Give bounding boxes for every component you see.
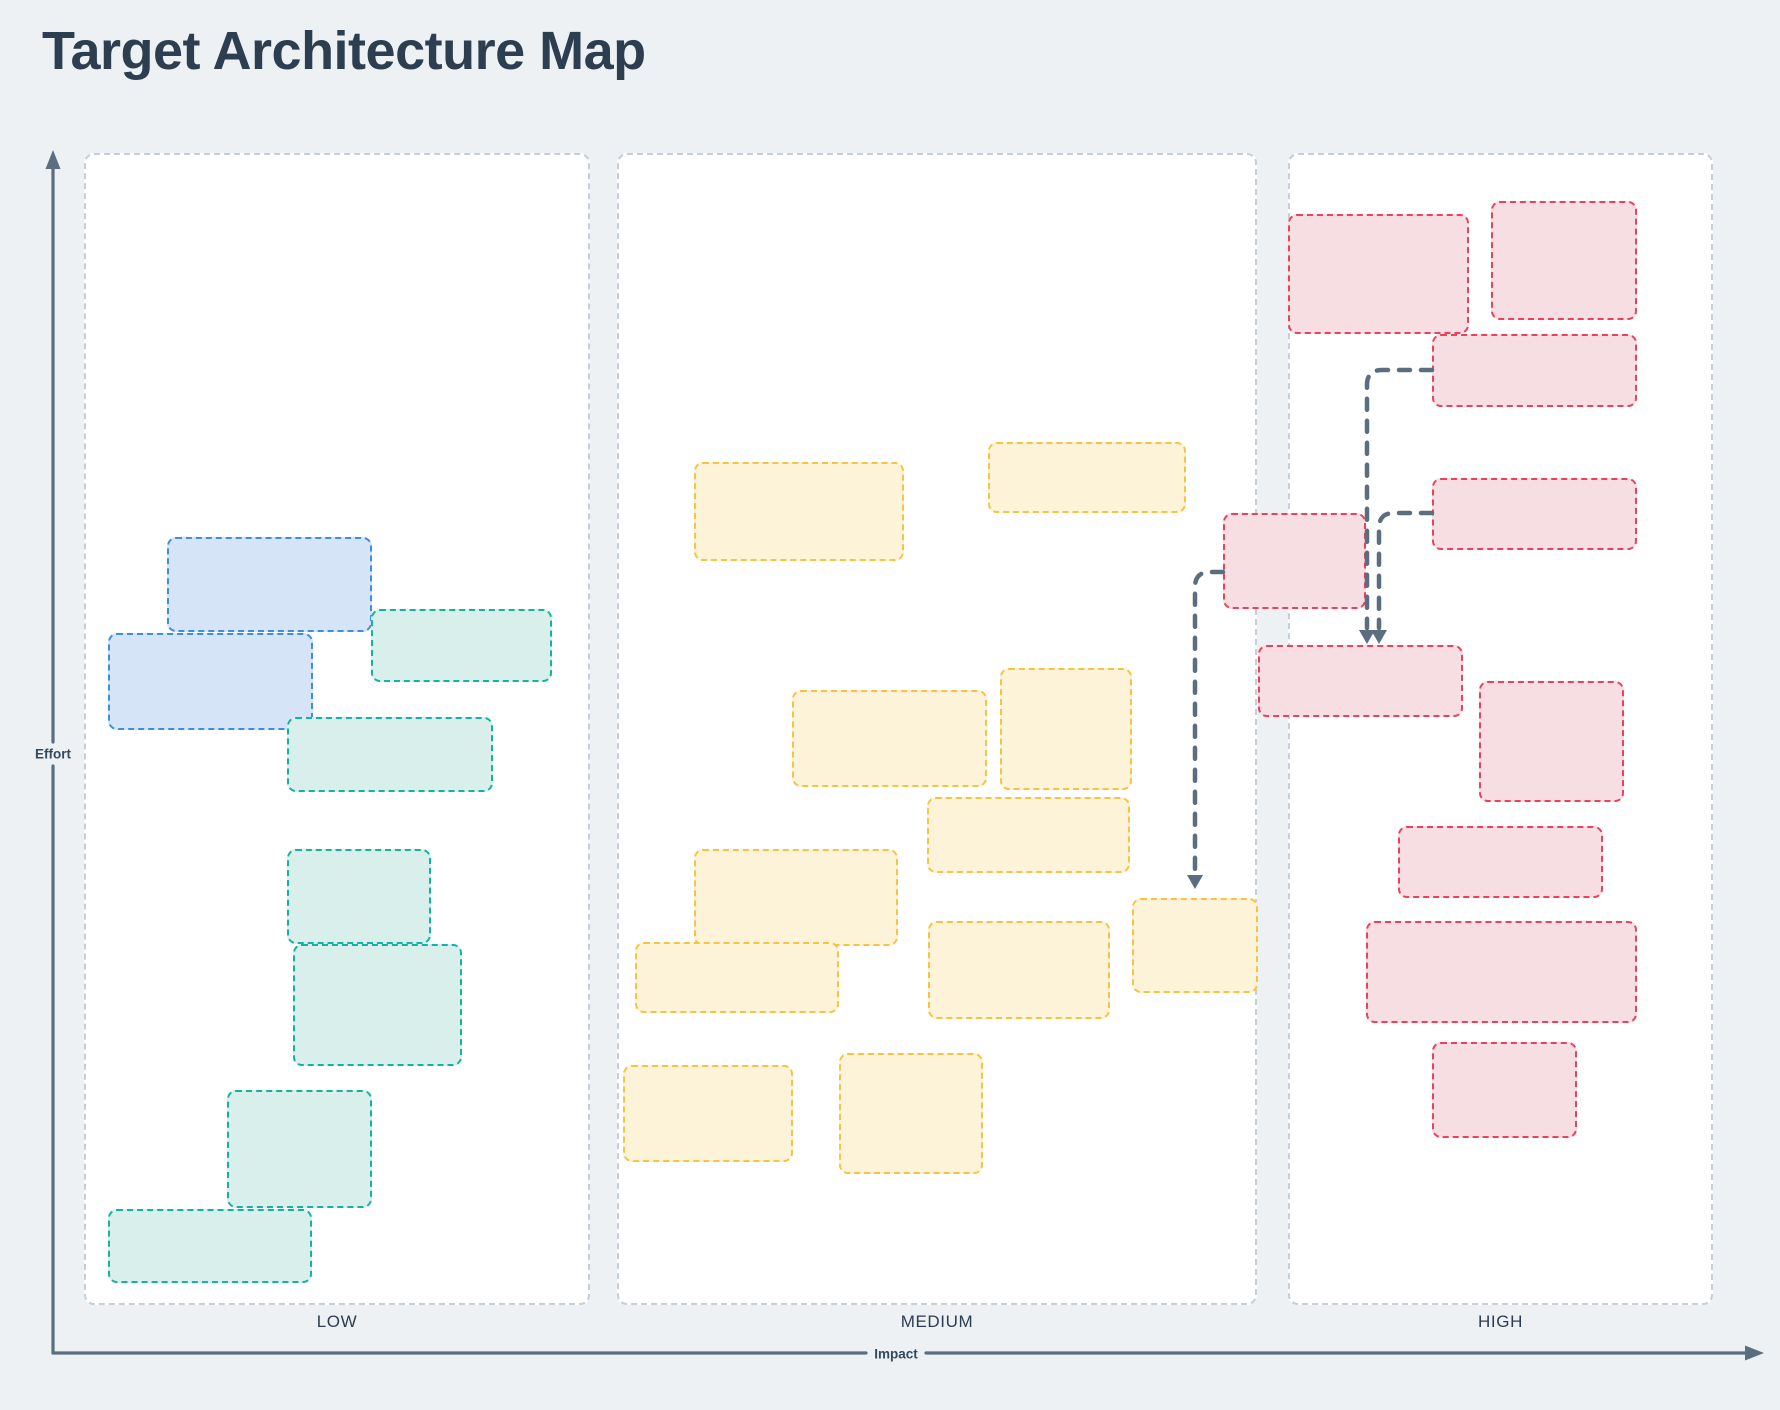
impact-axis-arrowhead-icon (1745, 1345, 1764, 1361)
card-yellow-7[interactable] (635, 942, 839, 1013)
card-pink-8[interactable] (1398, 826, 1603, 898)
card-teal-3[interactable] (287, 849, 431, 944)
card-teal-2[interactable] (287, 717, 493, 792)
card-pink-9[interactable] (1366, 921, 1637, 1023)
card-yellow-1[interactable] (694, 462, 904, 561)
card-yellow-8[interactable] (928, 921, 1110, 1019)
card-yellow-3[interactable] (792, 690, 987, 787)
card-pink-7[interactable] (1479, 681, 1624, 802)
y-axis-label: Effort (35, 746, 71, 762)
card-yellow-6[interactable] (694, 849, 898, 946)
card-pink-1[interactable] (1288, 214, 1469, 334)
card-blue-2[interactable] (108, 633, 313, 730)
card-teal-1[interactable] (371, 609, 552, 682)
card-pink-4[interactable] (1432, 478, 1637, 550)
card-yellow-10[interactable] (623, 1065, 793, 1162)
card-pink-10[interactable] (1432, 1042, 1577, 1138)
card-yellow-5[interactable] (927, 797, 1130, 873)
page-title: Target Architecture Map (42, 21, 646, 81)
effort-axis-arrowhead-icon (45, 150, 61, 169)
card-teal-5[interactable] (227, 1090, 372, 1208)
card-blue-1[interactable] (167, 537, 372, 632)
x-axis-label: Impact (874, 1346, 918, 1362)
card-yellow-9[interactable] (1132, 898, 1258, 993)
card-yellow-4[interactable] (1000, 668, 1132, 790)
card-yellow-11[interactable] (839, 1053, 983, 1174)
card-pink-3[interactable] (1432, 334, 1637, 407)
column-label-high: HIGH (1478, 1312, 1523, 1331)
card-teal-6[interactable] (108, 1209, 312, 1283)
card-pink-5[interactable] (1223, 513, 1366, 609)
card-pink-6[interactable] (1258, 645, 1463, 717)
card-yellow-2[interactable] (988, 442, 1186, 513)
column-label-medium: MEDIUM (900, 1312, 974, 1331)
card-teal-4[interactable] (293, 944, 462, 1066)
card-pink-2[interactable] (1491, 201, 1637, 320)
column-label-low: LOW (316, 1312, 358, 1331)
